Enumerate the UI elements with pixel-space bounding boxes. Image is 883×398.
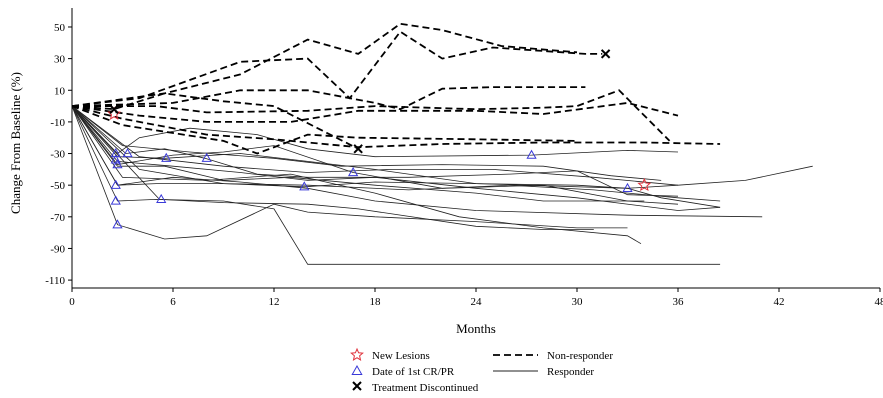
x-mark-stroke (109, 104, 119, 114)
non-responder-line (71, 105, 578, 155)
y-tick-label: -30 (50, 149, 65, 161)
x-axis-title: Months (456, 321, 496, 336)
y-tick-label: -10 (50, 117, 65, 129)
legend-label: Non-responder (547, 350, 613, 362)
y-tick-label: 10 (54, 85, 66, 97)
new-lesion-marker (637, 177, 652, 192)
legend-label: Responder (547, 366, 594, 378)
responder-line (71, 105, 594, 230)
first-cr-pr-marker (110, 195, 121, 205)
y-tick-label: 30 (54, 54, 66, 66)
series-lines (71, 22, 813, 265)
non-responder-line (71, 86, 586, 111)
x-tick-label: 0 (69, 296, 75, 308)
responder-line (71, 105, 813, 186)
responder-line (71, 105, 721, 202)
first-cr-pr-marker (156, 193, 167, 204)
responder-line (71, 105, 679, 197)
non-responder-line (71, 22, 578, 107)
first-cr-pr-marker (122, 148, 133, 158)
legend-star-icon (350, 347, 364, 361)
non-responder-line (72, 89, 671, 142)
x-tick-label: 36 (673, 296, 685, 308)
responder-line (71, 105, 679, 158)
first-cr-pr-marker (299, 181, 310, 191)
legend-label: New Lesions (372, 350, 430, 362)
first-cr-pr-marker (112, 219, 123, 229)
first-cr-pr-marker (201, 152, 212, 162)
series-markers (107, 49, 652, 229)
x-mark-stroke (352, 381, 362, 391)
responder-line (71, 105, 662, 181)
first-cr-pr-marker (347, 166, 359, 177)
legend-label: Date of 1st CR/PR (372, 366, 455, 378)
first-cr-pr-marker (112, 159, 123, 169)
legend-x-icon (352, 381, 362, 391)
x-tick-label: 12 (269, 296, 280, 308)
responder-line (71, 105, 645, 202)
first-cr-pr-marker (526, 149, 537, 159)
legend-triangle-icon (351, 364, 363, 375)
first-cr-pr-marker (110, 148, 121, 158)
non-responder-line (71, 101, 679, 123)
y-tick-label: 50 (54, 22, 66, 34)
responder-line (71, 105, 721, 208)
x-tick-label: 48 (875, 296, 883, 308)
y-tick-label: -70 (50, 212, 65, 224)
non-responder-line (71, 92, 359, 150)
x-tick-label: 30 (572, 296, 584, 308)
y-tick-label: -50 (50, 180, 65, 192)
first-cr-pr-marker (622, 182, 633, 192)
first-cr-pr-marker (161, 152, 172, 162)
treatment-discontinued-marker (109, 104, 119, 114)
legend: New Lesions Non-responder Date of 1st CR/P… (350, 347, 613, 394)
x-tick-label: 42 (774, 296, 785, 308)
x-mark-stroke (600, 49, 611, 59)
non-responder-line (71, 105, 721, 149)
x-tick-label: 6 (170, 296, 176, 308)
axes: 50 30 10 -10 -30 -50 -70 -90 -110 0 6 12 18 24 30 36 42 4… (45, 8, 883, 308)
x-mark-stroke (353, 144, 363, 154)
y-tick-label: -90 (50, 243, 65, 255)
legend-label: Treatment Discontinued (372, 382, 479, 394)
non-responder-line (71, 30, 603, 107)
new-lesion-marker (107, 106, 122, 120)
responder-line (71, 105, 679, 189)
responder-line (71, 105, 679, 205)
responder-line (71, 105, 721, 211)
responder-line (71, 105, 642, 245)
treatment-discontinued-marker (353, 144, 363, 154)
first-cr-pr-marker (110, 179, 121, 189)
x-tick-label: 18 (370, 296, 382, 308)
responder-line (71, 105, 721, 265)
y-axis-title: Change From Baseline (%) (8, 72, 23, 214)
y-tick-label: -110 (45, 275, 65, 287)
x-tick-label: 24 (471, 296, 483, 308)
treatment-discontinued-marker (600, 49, 611, 59)
responder-line (71, 105, 628, 240)
